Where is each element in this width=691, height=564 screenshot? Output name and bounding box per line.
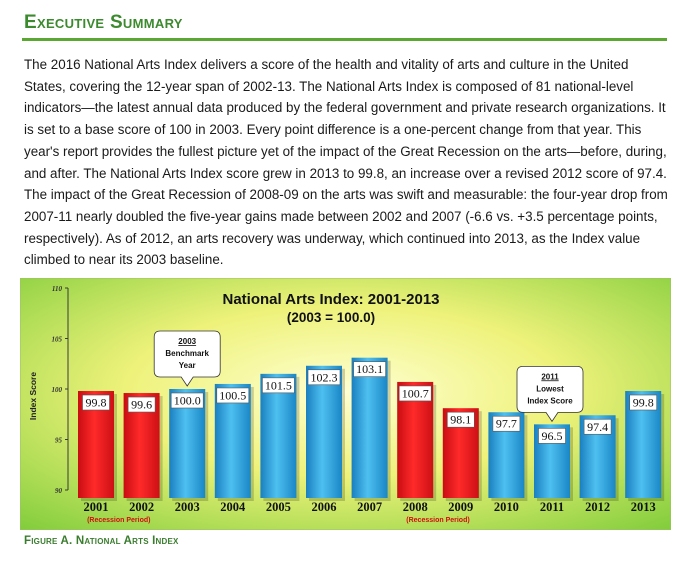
x-tick-label-2001: 2001 (84, 500, 109, 514)
callout-text: Year (179, 361, 196, 370)
value-label-box (127, 396, 156, 413)
summary-paragraph: The 2016 National Arts Index delivers a … (24, 57, 668, 268)
x-tick-label-2011: 2011 (540, 500, 564, 514)
x-tick-label-2005: 2005 (266, 500, 291, 514)
value-label-2004: 100.5 (219, 388, 246, 402)
value-label-box (446, 411, 475, 428)
value-label-box (492, 415, 521, 432)
callout-2003: 2003 Benchmark Year (153, 330, 221, 387)
bars-layer: 99.8 2001 99.6 2002 100.0 2003 100.5 2004 101.5 2… (78, 357, 665, 524)
y-axis-label: Index Score (28, 372, 38, 420)
callout-text: 2011 (541, 372, 559, 381)
figure-caption: Figure A. National Arts Index (24, 535, 179, 547)
axis-layer: 90 95 100 105 110 (52, 285, 69, 495)
x-tick-label-2006: 2006 (312, 500, 337, 514)
callout-text: Lowest (536, 384, 564, 393)
value-label-2007: 103.1 (356, 362, 383, 376)
chart-container: National Arts Index: 2001-2013 (2003 = 1… (19, 277, 672, 531)
value-label-2011: 96.5 (542, 429, 563, 443)
value-label-box (216, 387, 250, 404)
value-label-2001: 99.8 (86, 396, 107, 410)
value-label-2009: 98.1 (450, 413, 471, 427)
recession-note: (Recession Period) (87, 517, 150, 524)
bar-2006 (306, 365, 342, 498)
value-label-2006: 102.3 (311, 370, 338, 384)
callout-bubble (153, 330, 221, 387)
x-tick-label-2013: 2013 (631, 500, 656, 514)
x-tick-label-2009: 2009 (448, 500, 473, 514)
heading-rule (22, 38, 667, 41)
section-heading: Executive Summary (24, 12, 183, 33)
callout-2011: 2011 Lowest Index Score (516, 365, 584, 423)
value-label-box (82, 394, 110, 411)
callout-layer: 2003 Benchmark Year 2011 Lowest Index Score (153, 330, 584, 423)
national-arts-index-chart: National Arts Index: 2001-2013 (2003 = 1… (19, 277, 672, 531)
bar-2005 (260, 373, 297, 498)
value-label-2012: 97.4 (587, 420, 608, 434)
value-label-box (307, 369, 341, 386)
x-tick-label-2004: 2004 (220, 500, 246, 514)
recession-note: (Recession Period) (406, 517, 469, 524)
value-label-2013: 99.8 (633, 396, 654, 410)
value-label-box (170, 392, 204, 409)
x-tick-label-2008: 2008 (403, 500, 428, 514)
value-label-2008: 100.7 (402, 386, 429, 400)
y-tick-label: 100 (52, 386, 63, 394)
callout-bubble (516, 365, 584, 423)
bar-2008 (397, 381, 434, 498)
value-label-box (398, 385, 432, 402)
value-label-2002: 99.6 (131, 398, 152, 412)
callout-text: Index Score (527, 396, 573, 405)
value-label-box (629, 394, 658, 411)
chart-title: National Arts Index: 2001-2013 (222, 291, 439, 308)
chart-subtitle: (2003 = 100.0) (287, 310, 375, 325)
value-label-2010: 97.7 (496, 417, 517, 431)
x-tick-label-2003: 2003 (175, 500, 200, 514)
callout-text: Benchmark (165, 349, 209, 358)
callout-text: 2003 (178, 337, 196, 346)
value-label-2005: 101.5 (265, 378, 292, 392)
y-tick-label: 90 (55, 487, 63, 495)
value-label-box (538, 428, 566, 444)
x-tick-label-2002: 2002 (129, 500, 154, 514)
y-tick-label: 95 (55, 437, 63, 445)
value-label-box (262, 377, 295, 394)
x-tick-label-2010: 2010 (494, 500, 519, 514)
y-tick-label: 105 (52, 336, 63, 344)
value-label-box (583, 418, 612, 435)
bar-2007 (351, 357, 388, 498)
x-tick-label-2007: 2007 (357, 500, 382, 514)
value-label-box (353, 361, 386, 377)
x-tick-label-2012: 2012 (585, 500, 610, 514)
y-tick-label: 110 (52, 285, 63, 293)
value-label-2003: 100.0 (174, 394, 201, 408)
